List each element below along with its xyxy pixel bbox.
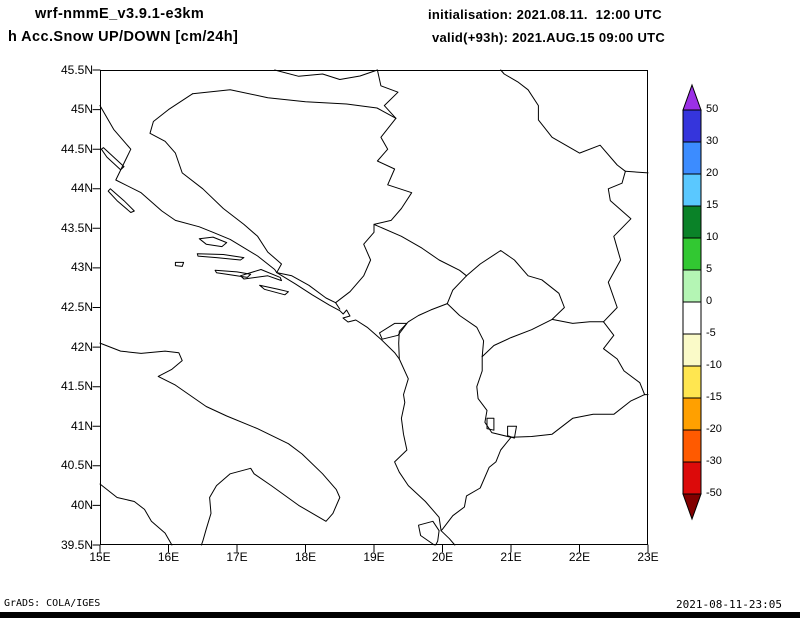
y-axis-label: 41N bbox=[70, 418, 93, 433]
colorbar-tick-label: -20 bbox=[706, 423, 722, 435]
border-bosnia-serbia-drina bbox=[373, 117, 413, 225]
islands-croatia bbox=[100, 147, 289, 296]
colorbar-tick-label: 20 bbox=[706, 167, 719, 179]
coastline-italy-adriatic bbox=[99, 342, 341, 546]
colorbar-segment bbox=[682, 141, 702, 175]
border-kosovo-albania bbox=[446, 303, 485, 358]
border-kosovo-macedonia bbox=[481, 318, 553, 358]
axis-ticks bbox=[92, 69, 649, 553]
y-axis-label: 40N bbox=[70, 497, 93, 512]
border-serbia-macedonia bbox=[551, 318, 604, 324]
colorbar-tick-label: 50 bbox=[706, 103, 719, 115]
y-axis-label: 44.5N bbox=[60, 141, 93, 156]
colorbar-tick-label: -30 bbox=[706, 455, 722, 467]
border-croatia-strip-south bbox=[276, 272, 341, 310]
y-axis-label: 41.5N bbox=[60, 379, 93, 394]
y-axis-label: 40.5N bbox=[60, 458, 93, 473]
border-albania-macedonia bbox=[476, 356, 512, 438]
island-corfu bbox=[418, 520, 440, 546]
colorbar-segment bbox=[682, 173, 702, 207]
y-axis-label: 42N bbox=[70, 339, 93, 354]
colorbar-segment bbox=[682, 397, 702, 431]
grads-credit: GrADS: COLA/IGES bbox=[4, 598, 101, 609]
y-axis-label: 45.5N bbox=[60, 62, 93, 77]
y-axis-label: 43.5N bbox=[60, 220, 93, 235]
y-axis-label: 42.5N bbox=[60, 300, 93, 314]
colorbar-segment bbox=[682, 333, 702, 367]
colorbar-tick-label: 0 bbox=[706, 295, 713, 307]
colorbar-segment bbox=[682, 109, 702, 143]
y-axis-label: 45N bbox=[70, 102, 93, 117]
lake-ohrid bbox=[486, 417, 495, 431]
colorbar-segment bbox=[682, 237, 702, 271]
colorbar-segment bbox=[682, 365, 702, 399]
valid-time-label: valid(+93h): 2021.AUG.15 09:00 UTC bbox=[432, 30, 666, 45]
colorbar-tick-label: -5 bbox=[706, 327, 716, 339]
coastline-italy-tyrrhenian bbox=[99, 483, 173, 546]
border-serbia-bulgaria bbox=[603, 170, 632, 323]
product-title: h Acc.Snow UP/DOWN [cm/24h] bbox=[8, 29, 239, 45]
colorbar-segment bbox=[682, 269, 702, 303]
border-kosovo-serbia bbox=[466, 250, 565, 320]
colorbar-tick-label: 5 bbox=[706, 263, 713, 275]
map-plot-frame bbox=[92, 69, 649, 553]
colorbar-tick-label: -15 bbox=[706, 391, 722, 403]
border-romania-bulgaria-danube bbox=[624, 170, 649, 174]
border-bosnia-croatia-west bbox=[149, 93, 282, 274]
border-croatia-serbia bbox=[376, 69, 399, 119]
border-bosnia-montenegro bbox=[335, 223, 375, 304]
colorbar-tick-label: -50 bbox=[706, 487, 722, 499]
y-axis-label: 44N bbox=[70, 181, 93, 196]
border-serbia-romania-danube bbox=[500, 69, 626, 172]
colorbar-segment bbox=[682, 205, 702, 239]
colorbar-tick-label: -10 bbox=[706, 359, 722, 371]
colorbar-arrow-bottom bbox=[682, 493, 702, 521]
border-macedonia-bulgaria bbox=[603, 321, 646, 396]
init-time-label: initialisation: 2021.08.11. 12:00 UTC bbox=[428, 7, 662, 22]
bottom-bar bbox=[0, 612, 800, 618]
y-axis-label: 43N bbox=[70, 260, 93, 275]
colorbar-tick-label: 10 bbox=[706, 231, 719, 243]
colorbar-tick-label: 30 bbox=[706, 135, 719, 147]
map-canvas bbox=[92, 69, 649, 553]
border-montenegro-albania bbox=[398, 303, 448, 360]
colorbar-tick-label: 15 bbox=[706, 199, 719, 211]
lake-skadar bbox=[379, 322, 408, 340]
border-serbia-montenegro bbox=[373, 223, 467, 277]
lake-prespa bbox=[507, 425, 517, 439]
border-greece-macedonia bbox=[510, 394, 646, 438]
model-title: wrf-nmmE_v3.9.1-e3km bbox=[35, 6, 205, 22]
border-albania-greece bbox=[440, 436, 512, 532]
colorbar-segment bbox=[682, 301, 702, 335]
border-montenegro-kosovo bbox=[446, 275, 467, 305]
colorbar-arrow-top bbox=[682, 83, 702, 111]
border-hungary-croatia bbox=[274, 69, 378, 80]
colorbar-segment bbox=[682, 429, 702, 463]
y-axis-label: 39.5N bbox=[60, 537, 93, 552]
creation-timestamp: 2021-08-11-23:05 bbox=[676, 598, 782, 611]
colorbar bbox=[682, 83, 702, 521]
colorbar-segment bbox=[682, 461, 702, 495]
border-bosnia-north-sava bbox=[192, 89, 397, 119]
coastline-croatia-montenegro-albania bbox=[99, 105, 456, 546]
